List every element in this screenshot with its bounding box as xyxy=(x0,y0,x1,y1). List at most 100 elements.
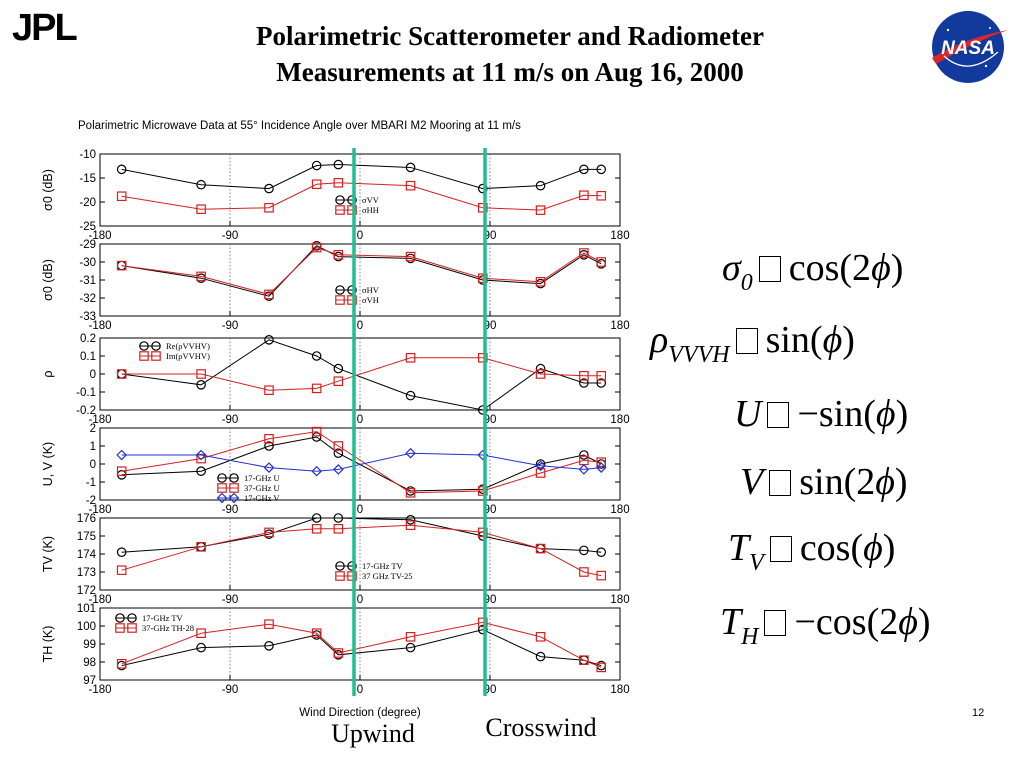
x-tick-label: 90 xyxy=(484,320,497,332)
y-tick-label: 97 xyxy=(83,675,96,687)
chart-panel-5: -180 -90 0 90 180 172 173 174 175 176 TV (K) 17-GHz… xyxy=(41,513,630,606)
data-point xyxy=(116,658,127,669)
data-point xyxy=(264,619,274,629)
legend-marker xyxy=(127,613,137,623)
x-tick-label: -90 xyxy=(222,594,239,606)
data-point xyxy=(264,441,274,451)
series-line xyxy=(121,436,602,492)
data-point xyxy=(579,248,589,258)
data-point xyxy=(477,405,488,415)
chart-legend: Re(ρVVHV)Im(ρVVHV) xyxy=(139,341,210,361)
data-point xyxy=(116,369,127,379)
nasa-logo: NASA xyxy=(932,11,1008,83)
data-point xyxy=(263,462,275,473)
data-point xyxy=(333,250,344,260)
data-point xyxy=(405,642,416,653)
data-point xyxy=(595,462,607,473)
data-point xyxy=(579,655,589,665)
y-tick-label: -15 xyxy=(79,173,96,185)
x-tick-label: 180 xyxy=(610,414,629,426)
series-line xyxy=(121,431,602,494)
slide-title: Polarimetric Scatterometer and Radiomete… xyxy=(130,18,890,90)
data-point xyxy=(264,289,274,300)
legend-label: σVV xyxy=(362,195,380,205)
data-point xyxy=(196,179,206,190)
data-point xyxy=(596,190,607,201)
data-point xyxy=(196,204,206,214)
x-tick-label: 180 xyxy=(610,230,629,242)
data-point xyxy=(535,369,546,379)
data-point xyxy=(477,486,488,496)
y-tick-label: 101 xyxy=(77,603,96,615)
data-point xyxy=(196,379,206,390)
y-tick-label: -30 xyxy=(79,257,96,269)
y-axis-label: ρ xyxy=(41,370,55,377)
y-axis-label: TV (K) xyxy=(41,536,55,572)
x-tick-label: 0 xyxy=(357,504,363,516)
y-axis-label: U, V (K) xyxy=(41,442,55,486)
data-point xyxy=(535,205,546,215)
legend-label: Re(ρVVHV) xyxy=(166,341,210,351)
legend-marker xyxy=(335,561,345,571)
slide-number: 12 xyxy=(972,707,985,719)
y-tick-label: 172 xyxy=(77,585,96,597)
x-tick-label: 180 xyxy=(610,594,629,606)
y-tick-label: -33 xyxy=(79,311,96,323)
x-tick-label: -90 xyxy=(222,504,239,516)
series-line xyxy=(121,452,602,472)
legend-label: 17-GHz V xyxy=(244,493,280,503)
data-point xyxy=(596,547,607,557)
series-line xyxy=(121,164,602,190)
y-tick-label: 176 xyxy=(77,513,96,525)
x-tick-label: 90 xyxy=(484,504,497,516)
data-point xyxy=(477,624,488,635)
data-point xyxy=(578,464,590,475)
legend-marker xyxy=(151,351,161,361)
x-tick-label: 180 xyxy=(610,320,629,332)
data-point xyxy=(196,271,206,282)
data-point xyxy=(264,434,274,444)
y-tick-label: 2 xyxy=(90,423,96,435)
data-point xyxy=(596,164,607,175)
x-tick-label: 0 xyxy=(357,230,363,242)
data-point xyxy=(196,369,206,379)
data-point xyxy=(311,383,322,394)
data-point xyxy=(535,459,546,469)
legend-marker xyxy=(347,195,357,205)
data-point xyxy=(535,363,546,374)
series-line xyxy=(121,339,602,411)
series-line xyxy=(121,621,602,668)
y-axis-label: σ0 (dB) xyxy=(41,259,55,301)
legend-marker xyxy=(335,285,345,295)
data-point xyxy=(477,273,488,283)
data-point xyxy=(405,447,416,459)
series-line xyxy=(121,247,602,295)
data-point xyxy=(405,353,416,363)
data-point xyxy=(579,164,589,175)
slide-title-line-2: Measurements at 11 m/s on Aug 16, 2000 xyxy=(276,57,744,87)
data-point xyxy=(596,570,607,581)
x-tick-label: -90 xyxy=(222,684,239,696)
legend-label: 17-GHz U xyxy=(244,473,280,483)
y-tick-label: -10 xyxy=(79,149,96,161)
y-tick-label: 174 xyxy=(77,549,97,561)
data-point xyxy=(333,159,344,170)
data-point xyxy=(196,466,206,476)
legend-marker xyxy=(139,341,149,351)
x-tick-label: 90 xyxy=(484,230,497,242)
y-tick-label: -31 xyxy=(79,275,96,287)
data-point xyxy=(535,543,546,554)
data-point xyxy=(596,257,607,267)
x-tick-label: -180 xyxy=(88,230,111,242)
legend-marker xyxy=(335,571,345,581)
data-point xyxy=(405,514,416,525)
y-axis-label: TH (K) xyxy=(41,626,55,663)
data-point xyxy=(596,371,607,381)
y-tick-label: 0 xyxy=(90,369,96,381)
data-point xyxy=(477,353,488,363)
data-point xyxy=(311,465,323,477)
